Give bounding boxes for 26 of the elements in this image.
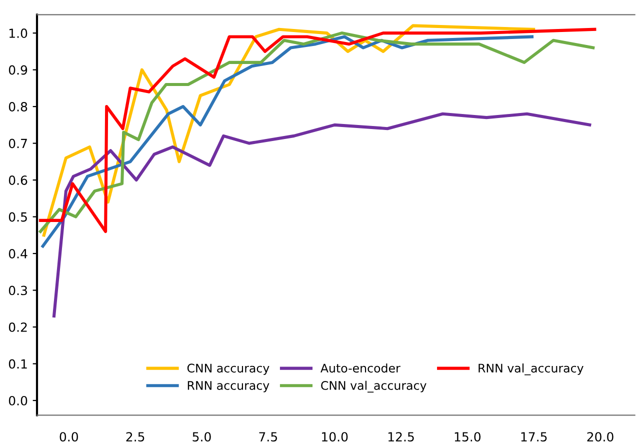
y-tick-label: 0.3 (8, 286, 27, 296)
x-tick-label: 7.5 (259, 432, 278, 442)
x-tick-label: 15.0 (454, 432, 481, 442)
y-tick-label: 0.9 (8, 65, 28, 75)
x-tick-label: 0.0 (60, 432, 78, 442)
legend-label: RNN accuracy (188, 381, 270, 392)
legend-label: RNN val_accuracy (478, 363, 584, 376)
y-tick-label: 0.1 (8, 359, 27, 369)
legend-label: CNN val_accuracy (321, 380, 426, 393)
y-tick-label: 0.2 (8, 322, 27, 332)
y-tick-label: 0.4 (8, 248, 28, 258)
x-tick-label: 5.0 (192, 432, 211, 442)
y-tick-label: 0.5 (8, 212, 27, 222)
legend-label: Auto-encoder (320, 363, 400, 373)
y-tick-label: 1.0 (9, 28, 28, 38)
y-tick-label: 0.7 (8, 138, 27, 148)
x-tick-label: 20.0 (587, 432, 614, 442)
y-tick-label: 0.6 (8, 176, 28, 185)
x-tick-label: 17.5 (521, 432, 547, 442)
x-tick-label: 2.5 (126, 432, 144, 442)
y-tick-label: 0.0 (8, 396, 28, 406)
y-tick-label: 0.8 (8, 102, 28, 112)
line-series (52, 112, 592, 318)
x-tick-label: 12.5 (388, 432, 414, 442)
legend-label: CNN accuracy (187, 364, 270, 375)
x-tick-label: 10.0 (322, 432, 348, 442)
